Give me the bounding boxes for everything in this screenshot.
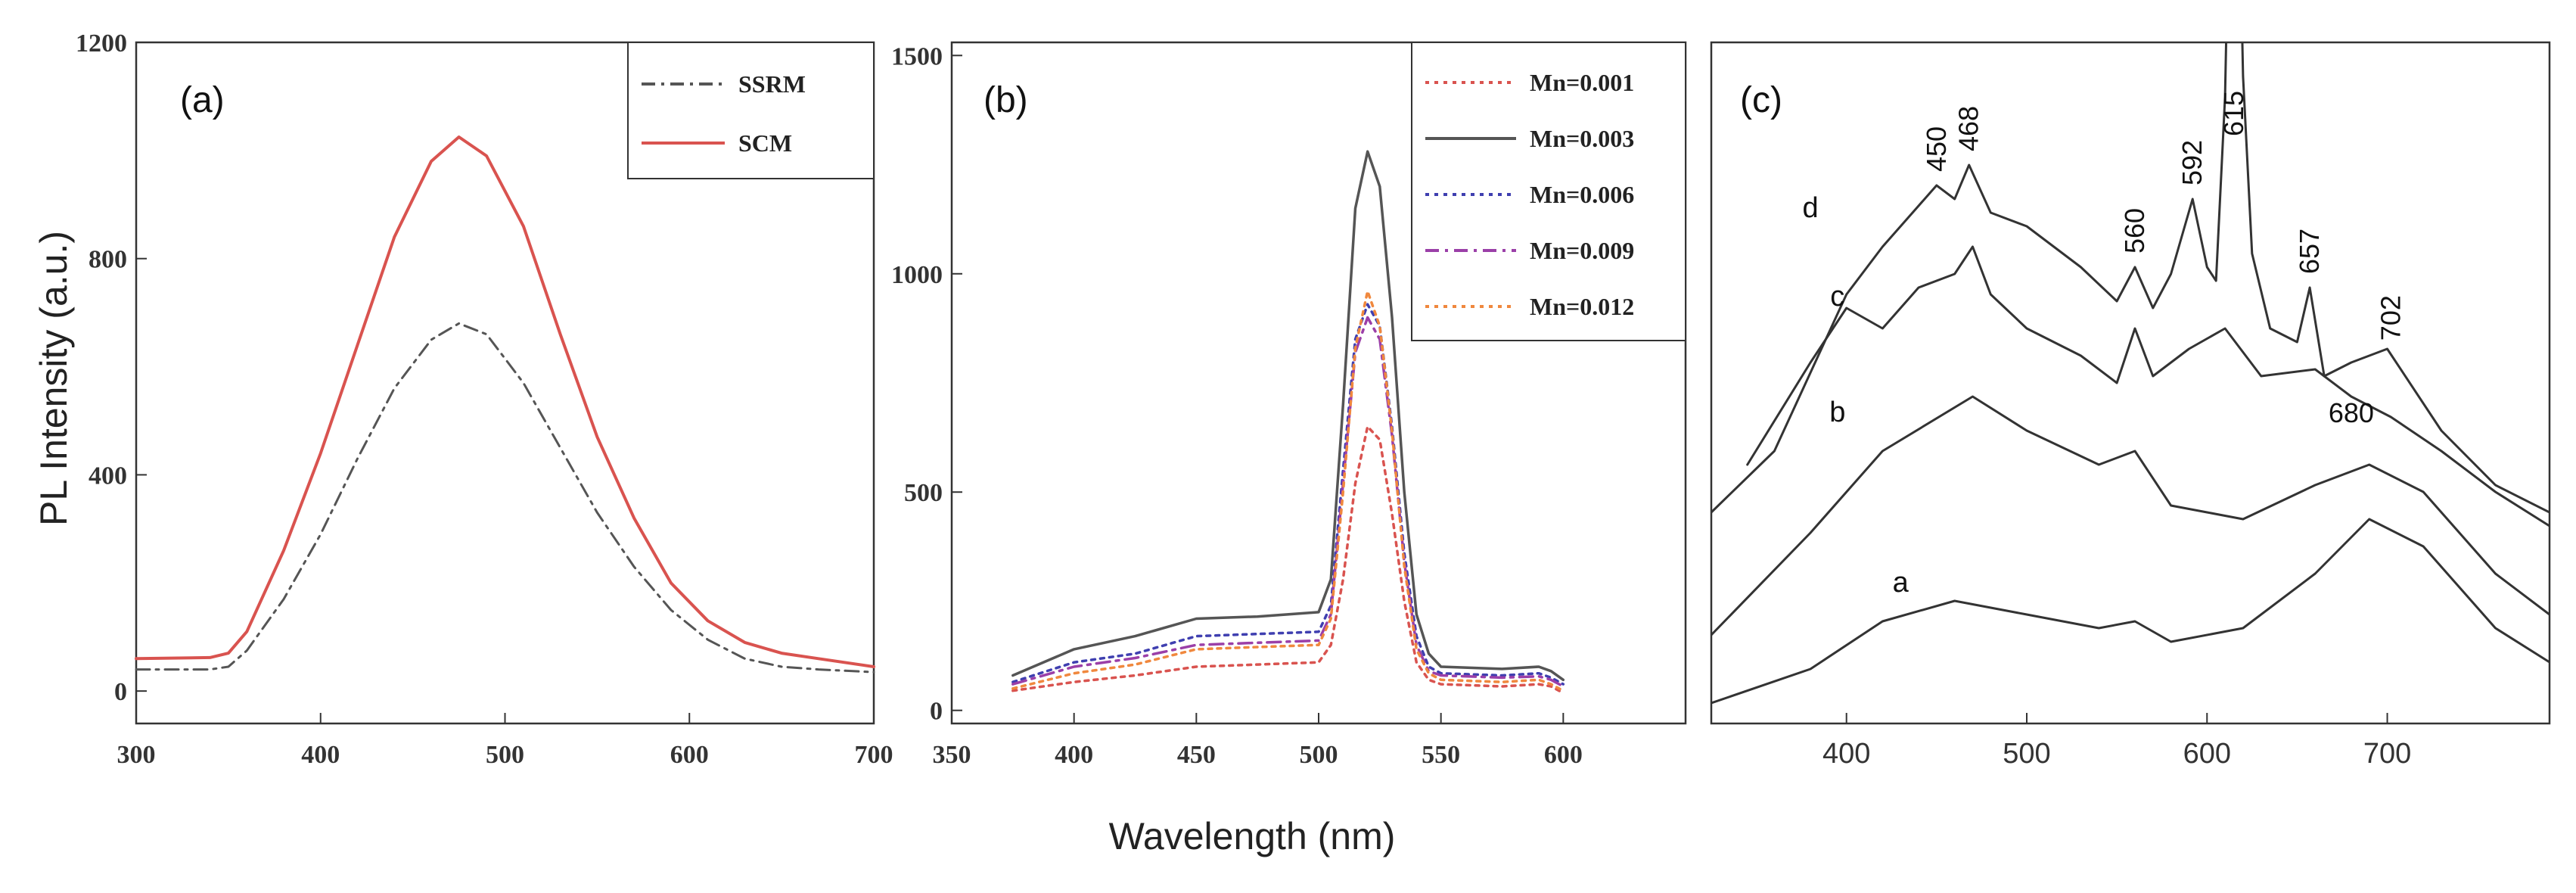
peak-label-592: 592 — [2177, 140, 2208, 185]
x-tick-label-b: 350 — [933, 741, 971, 769]
legend-label-a: SCM — [738, 129, 792, 157]
x-tick-label-b: 400 — [1055, 741, 1093, 769]
y-axis-title: PL Intensity (a.u.) — [33, 231, 75, 526]
peak-label-657: 657 — [2294, 229, 2325, 274]
legend-label-b: Mn=0.012 — [1530, 293, 1634, 320]
peak-label-560: 560 — [2119, 208, 2150, 254]
x-tick-label-a: 700 — [855, 741, 893, 769]
x-tick-label-a: 400 — [301, 741, 340, 769]
y-tick-label-b: 500 — [904, 479, 943, 507]
series-line-c-c — [1746, 245, 2550, 527]
y-tick-label-b: 1500 — [891, 42, 943, 70]
legend-label-b: Mn=0.006 — [1530, 181, 1634, 208]
x-tick-label-a: 600 — [670, 741, 709, 769]
x-tick-label-c: 500 — [2003, 738, 2050, 770]
legend-a — [627, 42, 875, 179]
curve-label-a: a — [1893, 567, 1909, 599]
panel-a: 300 400 500 600 700 0 400 800 1200 SSRM SCM (a) — [76, 30, 893, 769]
y-tick-label-b: 0 — [930, 698, 943, 726]
curve-label-c: c — [1830, 281, 1844, 313]
peak-label-702: 702 — [2375, 295, 2406, 341]
legend-label-b: Mn=0.001 — [1530, 69, 1634, 96]
x-tick-label-b: 600 — [1544, 741, 1583, 769]
x-tick-label-c: 600 — [2183, 738, 2231, 770]
legend-label-b: Mn=0.009 — [1530, 237, 1634, 264]
y-tick-label-a: 1200 — [76, 30, 127, 58]
series-line-b-mn-0-006 — [1011, 303, 1565, 686]
x-tick-label-b: 500 — [1300, 741, 1338, 769]
series-line-c-a — [1711, 518, 2550, 705]
panel-label-a: (a) — [180, 80, 225, 120]
x-tick-label-a: 300 — [117, 741, 156, 769]
peak-label-615: 615 — [2218, 91, 2249, 136]
series-line-b-mn-0-012 — [1011, 290, 1565, 692]
x-tick-label-c: 700 — [2363, 738, 2411, 770]
series-line-b-mn-0-001 — [1011, 425, 1565, 695]
legend-label-b: Mn=0.003 — [1530, 125, 1634, 152]
panel-c-lines — [1711, 42, 2550, 705]
peak-label-680: 680 — [2329, 397, 2374, 428]
series-line-a-scm — [135, 135, 875, 668]
x-tick-label-c: 400 — [1822, 738, 1870, 770]
series-line-b-mn-0-003 — [1011, 150, 1565, 682]
legend-b — [1411, 42, 1686, 341]
series-line-c-d — [1711, 42, 2550, 514]
curve-label-b: b — [1829, 397, 1845, 428]
series-line-b-mn-0-009 — [1011, 316, 1565, 688]
series-line-c-b — [1711, 395, 2550, 636]
panel-label-c: (c) — [1740, 80, 1782, 120]
series-line-a-ssrm — [135, 322, 875, 674]
x-axis-title: Wavelength (nm) — [1109, 815, 1396, 857]
plot-frame-c — [1710, 41, 2551, 725]
y-tick-label-a: 400 — [89, 462, 127, 490]
x-tick-label-b: 450 — [1177, 741, 1216, 769]
panel-b: 350 400 450 500 550 600 0 500 1000 1500 Mn=0.001 Mn… — [891, 41, 1687, 769]
peak-label-450: 450 — [1921, 126, 1952, 172]
y-tick-label-a: 800 — [89, 246, 127, 274]
panel-label-b: (b) — [983, 80, 1028, 120]
y-tick-label-a: 0 — [114, 678, 127, 706]
peak-label-468: 468 — [1953, 106, 1984, 151]
x-tick-label-b: 550 — [1422, 741, 1460, 769]
x-tick-label-a: 500 — [486, 741, 524, 769]
legend-label-a: SSRM — [738, 70, 806, 98]
curve-label-d: d — [1802, 192, 1818, 224]
panel-c: 400 500 600 700 a b c d 450 468 560 592 615 657 702 680… — [1710, 41, 2551, 770]
y-tick-label-b: 1000 — [891, 261, 943, 289]
